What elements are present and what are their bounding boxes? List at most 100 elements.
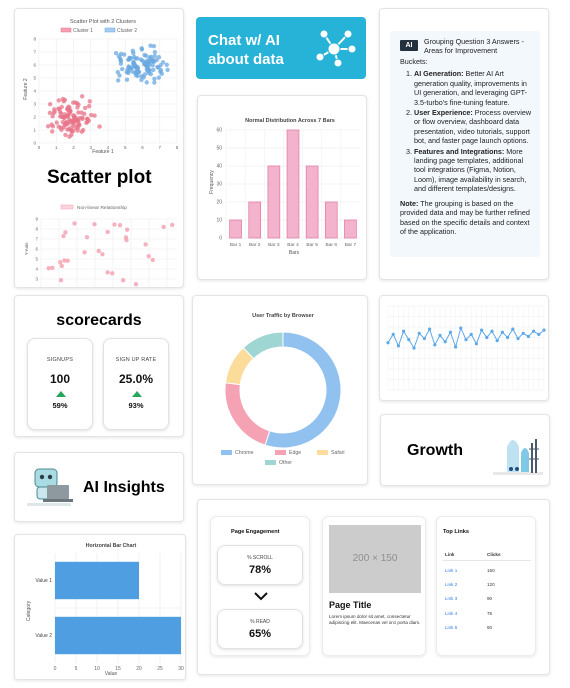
donut-title: User Traffic by Browser (252, 313, 315, 319)
line-point (386, 341, 390, 345)
scatter-point (165, 67, 170, 73)
x-tick-label: 2 (72, 145, 75, 150)
scatter-point (128, 66, 134, 71)
chevron-down-icon (254, 592, 268, 601)
chat-banner-line1: Chat w/ AI (208, 32, 280, 49)
histogram-ylabel: Frequency (209, 170, 215, 194)
table-row[interactable]: Link 2 120 (445, 582, 531, 590)
bucket-item: Features and Integrations: More landing … (414, 147, 532, 194)
clicks-cell: 150 (487, 568, 495, 573)
growth-card[interactable]: Growth (380, 414, 550, 486)
histogram-title: Normal Distribution Across 7 Bars (245, 118, 335, 124)
y-tick-label: 30 (216, 182, 222, 188)
scatter-point (63, 132, 68, 138)
y-tick-label: 3 (35, 277, 38, 282)
ai-grouping-body: Buckets: AI Generation: Better AI Art ge… (400, 57, 532, 236)
line-point (485, 335, 489, 340)
scatter-point (145, 65, 151, 70)
table-row[interactable]: Link 5 60 (445, 625, 531, 633)
nonlinear-legend-swatch (60, 204, 74, 210)
scatter-point (45, 124, 51, 129)
scatter-point (57, 107, 62, 112)
x-tick-label: Bar 7 (345, 242, 357, 248)
line-point (438, 333, 442, 337)
line-point (396, 344, 400, 348)
top-links-title: Top Links (443, 529, 469, 535)
line-chart-card[interactable] (379, 295, 549, 401)
page-engagement-panel: Page Engagement % SCROLL 78% % READ 65% (210, 516, 310, 656)
line-point (428, 327, 432, 331)
y-tick-label: 20 (216, 200, 222, 206)
y-tick-label: 60 (216, 128, 222, 134)
legend-label-cluster-2: Cluster 2 (117, 28, 137, 34)
scatter-point (73, 125, 79, 131)
link-cell[interactable]: Link 2 (445, 582, 458, 587)
legend-swatch-cluster-1 (60, 27, 72, 33)
scatter-point (82, 250, 87, 255)
scatter-point (124, 227, 130, 232)
y-tick-label: 3 (33, 102, 36, 107)
x-tick-label: 25 (157, 666, 163, 672)
scatter-point (76, 102, 81, 107)
scatter-point (97, 124, 102, 129)
page-preview-panel[interactable]: 200 × 150 Page Title Lorem ipsum dolor s… (322, 516, 426, 656)
scatter-point (47, 102, 53, 107)
scatter-point (89, 112, 94, 118)
legend-swatch-other (265, 460, 276, 465)
scatter-card[interactable]: Scatter Plot with 2 Clusters Cluster 1 C… (14, 8, 184, 288)
x-tick-label: Bar 6 (326, 242, 338, 248)
scatter-point (138, 57, 144, 62)
donut-card[interactable]: User Traffic by Browser Chrome Edge Safari… (192, 295, 368, 485)
scatter-point (136, 69, 142, 75)
scatter-point (130, 48, 136, 54)
scatter-point (61, 114, 67, 120)
landing-page-card[interactable]: Page Engagement % SCROLL 78% % READ 65% … (197, 499, 550, 675)
scatter-point (144, 80, 149, 85)
scroll-value: 78% (248, 564, 272, 576)
y-tick-label: 7 (33, 50, 36, 55)
link-cell[interactable]: Link 1 (445, 568, 458, 573)
y-tick-label: 5 (33, 76, 36, 81)
scatter-point (54, 120, 59, 125)
scatter-point (148, 43, 153, 48)
read-scorecard[interactable]: % READ 65% (217, 609, 303, 649)
y-tick-label: Value 2 (35, 633, 52, 639)
link-cell[interactable]: Link 3 (445, 596, 458, 601)
scatter-point (135, 65, 140, 71)
scorecards-card[interactable]: scorecards SIGNUPS 100 59% SIGN UP RATE … (14, 295, 184, 437)
bucket-item: AI Generation: Better AI Art generation … (414, 69, 532, 107)
scatter-point (151, 43, 157, 49)
line-point (412, 346, 416, 350)
table-row[interactable]: Link 3 90 (445, 596, 531, 604)
histogram-bar (286, 129, 300, 239)
chat-with-ai-banner[interactable]: Chat w/ AI about data (196, 17, 366, 79)
scatter-point (92, 221, 97, 227)
signup-rate-scorecard[interactable]: SIGN UP RATE 25.0% 93% (103, 338, 169, 430)
hbar-card[interactable]: Horizontal Bar Chart 0 5 10 15 20 25 30 Value 1… (14, 534, 186, 680)
scatter-point (46, 266, 51, 271)
signups-scorecard[interactable]: SIGNUPS 100 59% (27, 338, 93, 430)
ai-grouping-card[interactable]: AI Grouping Question 3 Answers - Areas f… (379, 8, 549, 280)
y-tick-label: 9 (35, 217, 38, 222)
x-tick-label: 0 (54, 666, 57, 672)
hbar-ylabel: Category (26, 600, 32, 621)
scatter-point (65, 113, 70, 119)
ai-insights-label: AI Insights (83, 479, 165, 496)
scatter-point (60, 119, 66, 125)
x-tick-label: 30 (178, 666, 184, 672)
ai-insights-card[interactable]: AI Insights (14, 452, 184, 522)
scatter-title: Scatter Plot with 2 Clusters (70, 19, 136, 25)
scatter-point (148, 71, 154, 77)
histogram-card[interactable]: Normal Distribution Across 7 Bars 0 10 20 3… (197, 95, 367, 280)
scroll-scorecard[interactable]: % SCROLL 78% (217, 545, 303, 585)
x-tick-label: 5 (75, 666, 78, 672)
scatter-point (96, 248, 101, 254)
nonlinear-ylabel: Y-Axis (24, 242, 29, 256)
x-tick-label: Bar 3 (268, 242, 280, 248)
signups-value: 100 (49, 372, 71, 386)
table-row[interactable]: Link 4 75 (445, 611, 531, 619)
link-cell[interactable]: Link 4 (445, 611, 458, 616)
page-engagement-title: Page Engagement (231, 529, 280, 535)
table-row[interactable]: Link 1 150 (445, 568, 531, 576)
link-cell[interactable]: Link 5 (445, 625, 458, 630)
